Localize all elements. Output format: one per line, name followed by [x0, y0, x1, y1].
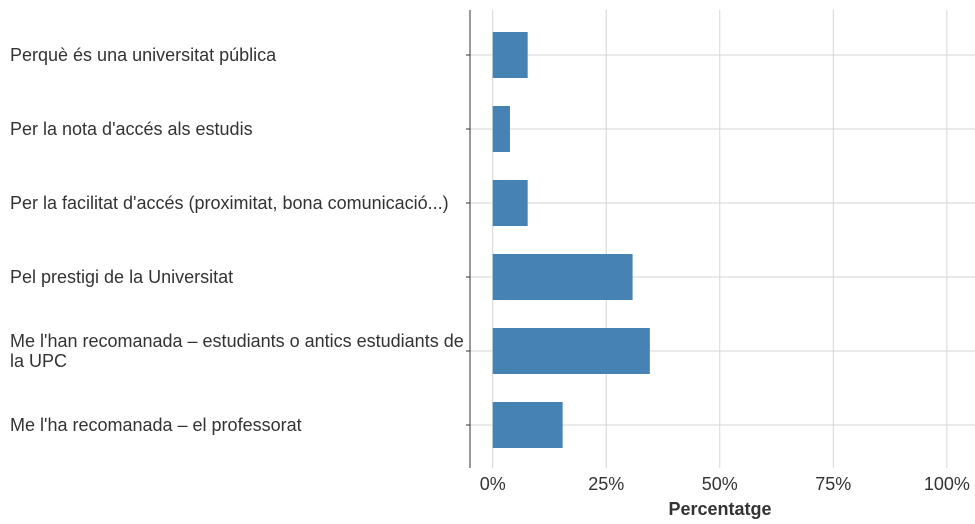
- x-tick-label: 50%: [702, 474, 738, 494]
- x-tick-label: 25%: [588, 474, 624, 494]
- y-tick-label: Perquè és una universitat pública: [10, 45, 277, 65]
- y-tick-label: Me l'han recomanada – estudiants o antic…: [10, 331, 464, 371]
- y-tick-label: Pel prestigi de la Universitat: [10, 267, 234, 287]
- x-tick-label: 0%: [480, 474, 506, 494]
- bar: [492, 106, 510, 152]
- y-tick-label: Me l'ha recomanada – el professorat: [10, 415, 302, 435]
- x-axis-label: Percentatge: [668, 499, 771, 519]
- x-tick-label: 75%: [815, 474, 851, 494]
- x-tick-label: 100%: [924, 474, 970, 494]
- bar: [492, 32, 528, 78]
- bar: [492, 180, 528, 226]
- bar: [492, 402, 563, 448]
- y-tick-label: Per la facilitat d'accés (proximitat, bo…: [10, 193, 449, 213]
- bar: [492, 328, 650, 374]
- bar: [492, 254, 633, 300]
- y-tick-label: Per la nota d'accés als estudis: [10, 119, 253, 139]
